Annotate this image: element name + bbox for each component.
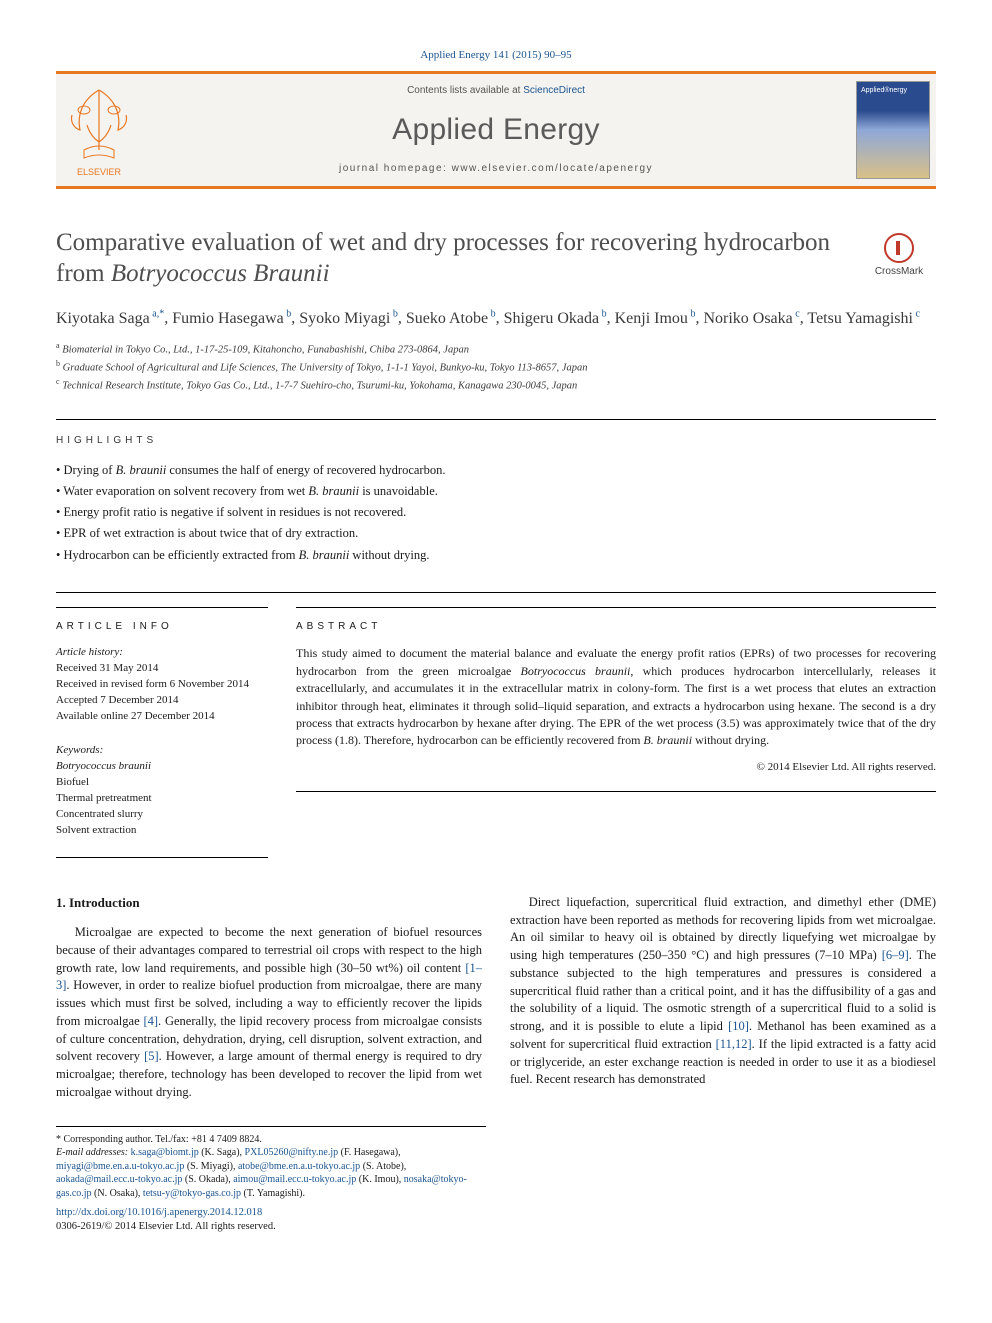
email-owner: (S. Miyagi) [187,1161,233,1172]
author-affiliation-sup: c [793,308,800,319]
elsevier-logo-box: ELSEVIER [56,74,142,186]
author-affiliation-sup: b [488,308,496,319]
crossmark-label: CrossMark [875,266,923,277]
citation-link[interactable]: Applied Energy 141 (2015) 90–95 [420,49,571,61]
elsevier-tree-logo: ELSEVIER [62,80,136,180]
p1-seg-a: Microalgae are expected to become the ne… [56,925,482,975]
abstract-text: This study aimed to document the materia… [296,645,936,749]
sciencedirect-link[interactable]: ScienceDirect [523,85,585,96]
keyword-item: Biofuel [56,775,268,791]
affiliation-line: b Graduate School of Agricultural and Li… [56,358,936,376]
highlight-item: Energy profit ratio is negative if solve… [56,502,936,523]
email-link[interactable]: tetsu-y@tokyo-gas.co.jp [143,1188,241,1199]
journal-cover-thumbnail [856,81,930,179]
crossmark-badge[interactable]: CrossMark [862,227,936,290]
email-link[interactable]: miyagi@bme.en.a.u-tokyo.ac.jp [56,1161,184,1172]
abstract-seg-3: without drying. [692,733,769,747]
highlights-heading: HIGHLIGHTS [56,434,936,448]
highlight-item: Drying of B. braunii consumes the half o… [56,460,936,481]
email-link[interactable]: aokada@mail.ecc.u-tokyo.ac.jp [56,1174,182,1185]
keywords-label: Keywords: [56,743,268,759]
p2-seg-a: Direct liquefaction, supercritical fluid… [510,895,936,962]
author-affiliation-sup: b [599,308,607,319]
keyword-item: Solvent extraction [56,823,268,839]
journal-homepage-line: journal homepage: www.elsevier.com/locat… [150,162,842,176]
history-line: Accepted 7 December 2014 [56,693,268,709]
ref-link-4[interactable]: [4] [143,1014,158,1028]
author: Syoko Miyagi b [299,310,398,327]
abstract-copyright: © 2014 Elsevier Ltd. All rights reserved… [296,760,936,775]
email-owner: (K. Imou) [359,1174,399,1185]
email-link[interactable]: PXL05260@nifty.ne.jp [245,1147,339,1158]
email-owner: (F. Hasegawa) [341,1147,399,1158]
author: Tetsu Yamagishi c [807,310,920,327]
svg-text:ELSEVIER: ELSEVIER [77,167,122,177]
history-line: Received 31 May 2014 [56,661,268,677]
doi-link[interactable]: http://dx.doi.org/10.1016/j.apenergy.201… [56,1207,262,1218]
crossmark-icon [884,233,914,263]
email-link[interactable]: atobe@bme.en.a.u-tokyo.ac.jp [238,1161,360,1172]
author-affiliation-sup: b [284,308,292,319]
keyword-item: Thermal pretreatment [56,791,268,807]
article-title: Comparative evaluation of wet and dry pr… [56,227,842,290]
author: Noriko Osaka c [703,310,799,327]
journal-header: ELSEVIER Contents lists available at Sci… [56,71,936,189]
affiliation-line: c Technical Research Institute, Tokyo Ga… [56,376,936,394]
corresponding-author-note: * Corresponding author. Tel./fax: +81 4 … [56,1133,486,1147]
author: Shigeru Okada b [504,310,607,327]
intro-paragraph-2: Direct liquefaction, supercritical fluid… [510,894,936,1089]
ref-link-6-9[interactable]: [6–9] [882,948,909,962]
issn-copyright-line: 0306-2619/© 2014 Elsevier Ltd. All right… [56,1220,936,1234]
ref-link-10[interactable]: [10] [728,1019,749,1033]
author-affiliation-sup: a,* [150,308,164,319]
contents-prefix: Contents lists available at [407,85,523,96]
highlight-item: Water evaporation on solvent recovery fr… [56,481,936,502]
emails-label: E-mail addresses: [56,1147,128,1158]
history-line: Received in revised form 6 November 2014 [56,677,268,693]
title-species-italic: Botryococcus Braunii [111,260,330,287]
contents-available-line: Contents lists available at ScienceDirec… [150,84,842,98]
author: Kiyotaka Saga a,* [56,310,164,327]
email-owner: (K. Saga) [201,1147,239,1158]
email-link[interactable]: aimou@mail.ecc.u-tokyo.ac.jp [233,1174,356,1185]
email-addresses-block: E-mail addresses: k.saga@biomt.jp (K. Sa… [56,1146,486,1200]
email-link[interactable]: k.saga@biomt.jp [131,1147,199,1158]
journal-cover-box [850,74,936,186]
author-affiliation-sup: b [390,308,398,319]
highlight-item: EPR of wet extraction is about twice tha… [56,523,936,544]
highlight-item: Hydrocarbon can be efficiently extracted… [56,545,936,566]
article-info-heading: ARTICLE INFO [56,620,268,634]
homepage-prefix: journal homepage: [339,163,452,174]
affiliation-line: a Biomaterial in Tokyo Co., Ltd., 1-17-2… [56,340,936,358]
abstract-italic-1: Botryococcus braunii [521,664,631,678]
abstract-heading: ABSTRACT [296,620,936,634]
highlights-block: Drying of B. braunii consumes the half o… [56,460,936,566]
keyword-item: Botryococcus braunii [56,759,268,775]
article-body: 1. Introduction Microalgae are expected … [56,894,936,1102]
homepage-url[interactable]: www.elsevier.com/locate/apenergy [452,163,653,174]
author-list: Kiyotaka Saga a,*, Fumio Hasegawa b, Syo… [56,307,936,330]
article-history-label: Article history: [56,645,268,661]
keyword-item: Concentrated slurry [56,807,268,823]
doi-line: http://dx.doi.org/10.1016/j.apenergy.201… [56,1206,936,1220]
author: Fumio Hasegawa b [172,310,291,327]
ref-link-5[interactable]: [5] [144,1049,159,1063]
footnotes-block: * Corresponding author. Tel./fax: +81 4 … [56,1126,486,1201]
abstract-italic-2: B. braunii [643,733,692,747]
author-affiliation-sup: c [913,308,920,319]
intro-paragraph-1: Microalgae are expected to become the ne… [56,924,482,1102]
author: Kenji Imou b [615,310,696,327]
email-owner: (N. Osaka) [94,1188,138,1199]
email-owner: (T. Yamagishi) [244,1188,303,1199]
author-affiliation-sup: b [688,308,696,319]
intro-heading: 1. Introduction [56,894,482,912]
email-owner: (S. Atobe) [363,1161,404,1172]
journal-name: Applied Energy [150,110,842,151]
ref-link-11-12[interactable]: [11,12] [716,1037,752,1051]
author: Sueko Atobe b [406,310,496,327]
citation-line: Applied Energy 141 (2015) 90–95 [56,48,936,63]
history-line: Available online 27 December 2014 [56,709,268,725]
affiliation-list: a Biomaterial in Tokyo Co., Ltd., 1-17-2… [56,340,936,393]
email-owner: (S. Okada) [185,1174,228,1185]
